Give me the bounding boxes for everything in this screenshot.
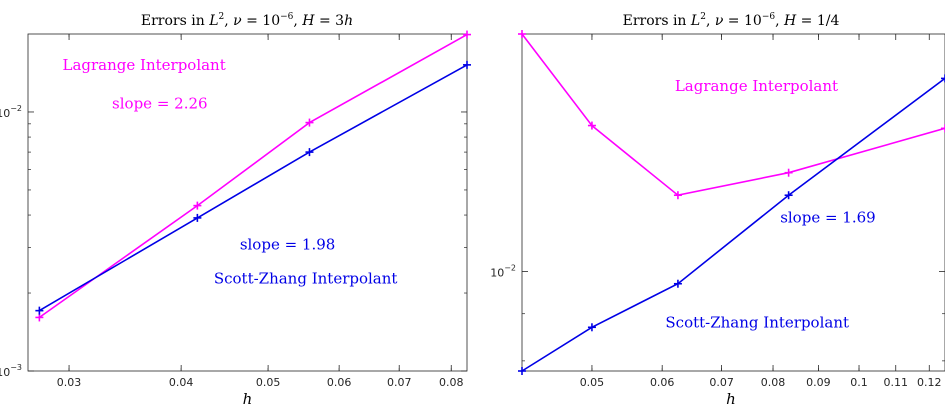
title-prefix: Errors in — [141, 13, 209, 29]
y-tick-label: 10−2 — [490, 264, 516, 280]
chart-title: Errors in L2, ν = 10−6, H = 1/4 — [623, 12, 840, 29]
title-prefix: Errors in — [623, 13, 691, 29]
series-line-scott_zhang — [38, 64, 468, 312]
x-tick-label: 0.11 — [883, 376, 908, 389]
data-point-scott_zhang — [193, 213, 202, 222]
title-eq: = 10 — [723, 13, 761, 29]
data-point-lagrange — [518, 30, 526, 38]
title-H-val: = 3 — [315, 13, 345, 29]
data-point-lagrange — [673, 191, 682, 200]
title-L: L — [208, 13, 218, 29]
x-tick-label: 0.08 — [761, 376, 786, 389]
data-point-scott_zhang — [35, 306, 44, 315]
x-tick-label: 0.04 — [169, 376, 194, 389]
title-H: H — [783, 13, 797, 29]
data-point-lagrange — [941, 124, 945, 133]
plot-frame — [27, 33, 468, 372]
x-axis-label: h — [726, 390, 736, 408]
title-nu: ν — [233, 13, 242, 29]
data-point-lagrange — [463, 30, 471, 39]
x-tick-label: 0.07 — [709, 376, 734, 389]
x-tick-label: 0.05 — [580, 376, 605, 389]
chart-title: Errors in L2, ν = 10−6, H = 3h — [141, 12, 353, 29]
y-tick-base: 10 — [0, 107, 10, 120]
data-point-scott_zhang — [941, 74, 945, 83]
x-axis-label: h — [243, 390, 253, 408]
data-point-lagrange — [305, 118, 314, 127]
annotation-label: slope = 2.26 — [112, 95, 208, 113]
x-tick-label: 0.09 — [806, 376, 831, 389]
data-point-lagrange — [35, 313, 44, 322]
y-tick-exp: −2 — [10, 104, 22, 113]
annotation-label: Lagrange Interpolant — [63, 56, 226, 74]
y-tick-exp: −3 — [10, 363, 22, 372]
title-H-part: , — [775, 13, 784, 29]
data-point-scott_zhang — [463, 60, 471, 69]
data-point-scott_zhang — [673, 279, 682, 288]
x-tick-label: 0.06 — [327, 376, 352, 389]
title-h: h — [344, 13, 353, 29]
annotation-label: Lagrange Interpolant — [675, 77, 838, 95]
x-tick-label: 0.08 — [439, 376, 464, 389]
data-point-lagrange — [784, 168, 793, 177]
x-tick-label: 0.07 — [387, 376, 412, 389]
title-nu: ν — [715, 13, 724, 29]
x-tick-label: 0.03 — [57, 376, 82, 389]
y-tick-label: 10−3 — [0, 363, 22, 379]
y-tick-label: 10−2 — [0, 104, 22, 120]
title-L: L — [690, 13, 700, 29]
title-nu-exp: −6 — [280, 12, 294, 22]
title-nu-exp: −6 — [762, 12, 776, 22]
title-nu-part: , — [706, 13, 715, 29]
annotation-label: Scott-Zhang Interpolant — [214, 269, 398, 287]
title-L-exp: 2 — [219, 12, 225, 22]
chart-right: Errors in L2, ν = 10−6, H = 1/4 0.05 0.06… — [490, 12, 945, 408]
data-point-lagrange — [587, 121, 596, 130]
data-point-lagrange — [193, 201, 202, 210]
chart-left: Errors in L2, ν = 10−6, H = 3h 0.03 0.04 0… — [0, 12, 471, 408]
data-point-scott_zhang — [784, 191, 793, 200]
y-tick-exp: −2 — [504, 264, 516, 273]
series-line-lagrange — [38, 33, 468, 319]
data-point-scott_zhang — [305, 148, 314, 157]
annotation-label: Scott-Zhang Interpolant — [665, 313, 849, 331]
x-tick-label: 0.12 — [917, 376, 942, 389]
title-nu-part: , — [224, 13, 233, 29]
y-tick-base: 10 — [0, 366, 10, 379]
title-H: H — [301, 13, 315, 29]
x-tick-label: 0.06 — [650, 376, 675, 389]
title-H-val: = 1/4 — [796, 13, 839, 29]
title-H-part: , — [293, 13, 302, 29]
annotation-label: slope = 1.98 — [240, 235, 336, 253]
y-tick-base: 10 — [490, 267, 504, 280]
data-point-scott_zhang — [518, 367, 526, 375]
data-point-scott_zhang — [587, 323, 596, 332]
x-tick-label: 0.1 — [850, 376, 868, 389]
series-line-lagrange — [521, 33, 945, 197]
title-L-exp: 2 — [700, 12, 706, 22]
annotation-label: slope = 1.69 — [780, 209, 876, 227]
plot-frame — [521, 33, 945, 372]
title-eq: = 10 — [242, 13, 280, 29]
x-tick-label: 0.05 — [256, 376, 281, 389]
